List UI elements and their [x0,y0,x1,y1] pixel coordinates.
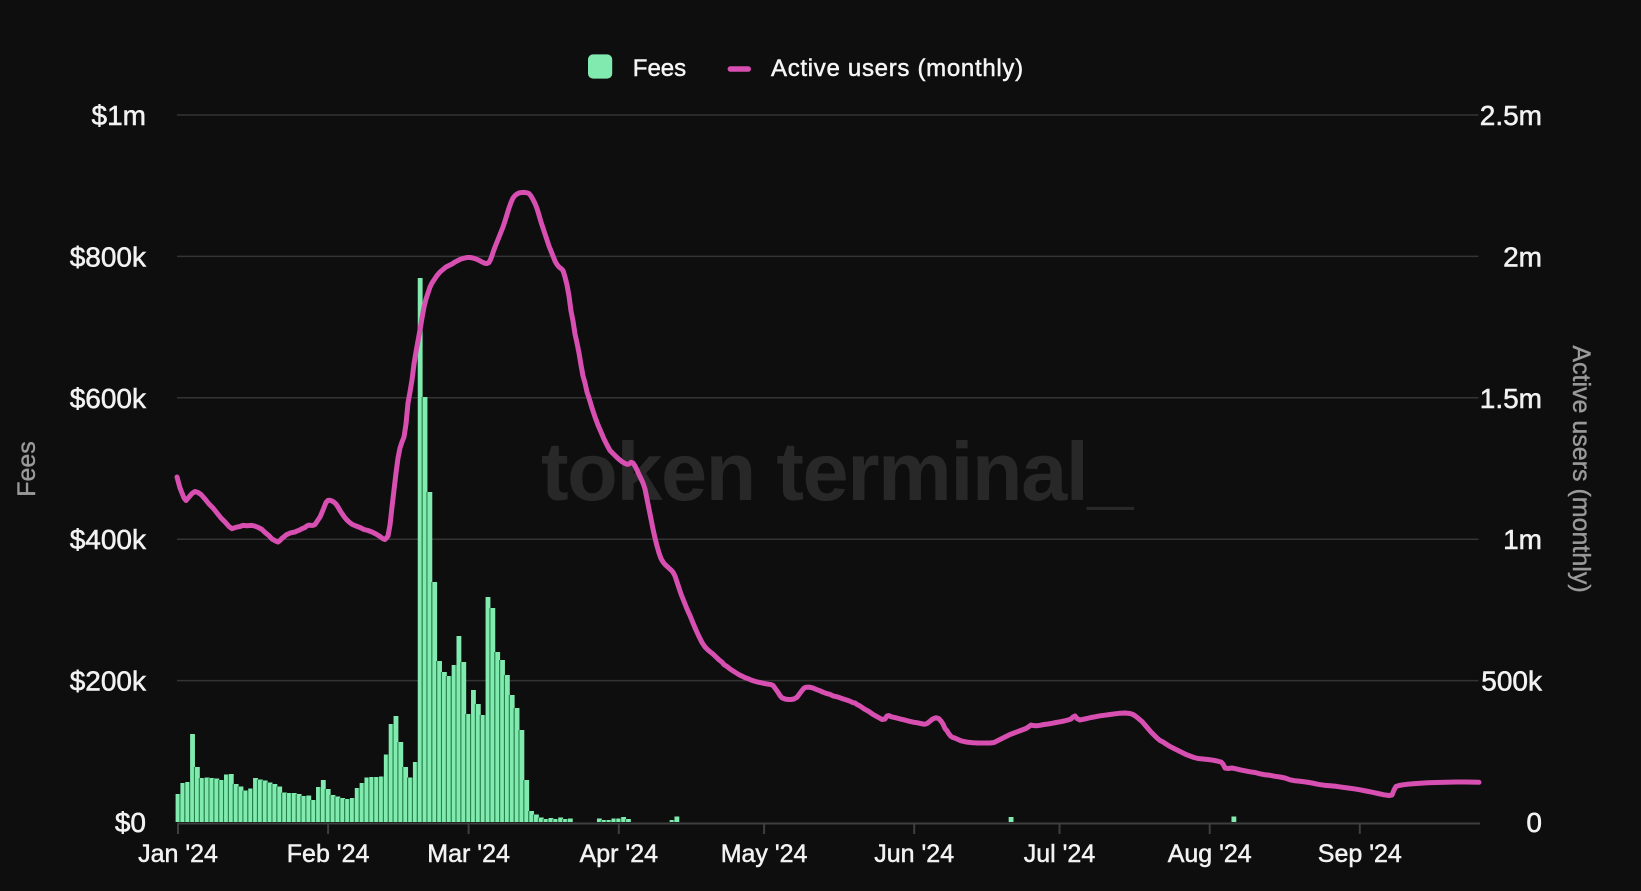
svg-text:500k: 500k [1481,666,1543,697]
svg-text:2m: 2m [1503,241,1542,272]
svg-text:Apr '24: Apr '24 [580,840,659,868]
svg-text:Active users (monthly): Active users (monthly) [771,55,1024,82]
svg-text:1.5m: 1.5m [1480,383,1542,414]
svg-text:1m: 1m [1503,524,1542,555]
svg-text:Mar '24: Mar '24 [427,840,510,868]
svg-text:Fees: Fees [633,55,686,82]
svg-text:Sep '24: Sep '24 [1318,840,1402,868]
svg-text:Aug '24: Aug '24 [1168,840,1252,868]
svg-text:Active users (monthly): Active users (monthly) [1567,345,1595,592]
svg-text:$200k: $200k [70,666,147,697]
svg-text:Jul '24: Jul '24 [1024,840,1096,868]
svg-text:Fees: Fees [13,441,41,497]
svg-text:$600k: $600k [70,383,147,414]
svg-text:May '24: May '24 [721,840,808,868]
svg-text:$1m: $1m [92,100,146,131]
svg-text:Jan '24: Jan '24 [138,840,218,868]
svg-text:$0: $0 [115,807,146,838]
svg-text:0: 0 [1526,807,1542,838]
svg-text:token terminal_: token terminal_ [541,425,1134,518]
svg-text:$800k: $800k [70,241,147,272]
svg-text:Jun '24: Jun '24 [874,840,954,868]
svg-text:$400k: $400k [70,524,147,555]
svg-text:Feb '24: Feb '24 [287,840,370,868]
svg-text:2.5m: 2.5m [1480,100,1542,131]
